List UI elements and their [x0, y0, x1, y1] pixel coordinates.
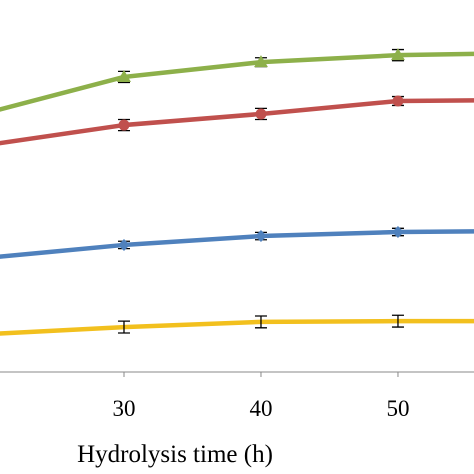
marker: [116, 69, 131, 82]
error-bar: [254, 315, 267, 329]
x-tick-label: 30: [112, 396, 135, 421]
marker: [255, 108, 267, 120]
marker: [254, 230, 267, 243]
series-line: [0, 98, 474, 146]
marker: [391, 225, 404, 238]
error-bar: [117, 320, 130, 334]
x-tick-label: 50: [386, 396, 409, 421]
error-bar: [391, 314, 404, 328]
x-tick-label: 40: [249, 396, 272, 421]
marker: [118, 119, 130, 131]
marker: [253, 55, 268, 68]
series-line: [0, 229, 474, 259]
marker: [392, 95, 404, 107]
marker: [117, 238, 130, 251]
x-axis-title: Hydrolysis time (h): [77, 441, 273, 468]
series-line: [0, 51, 474, 112]
marker: [390, 48, 405, 61]
